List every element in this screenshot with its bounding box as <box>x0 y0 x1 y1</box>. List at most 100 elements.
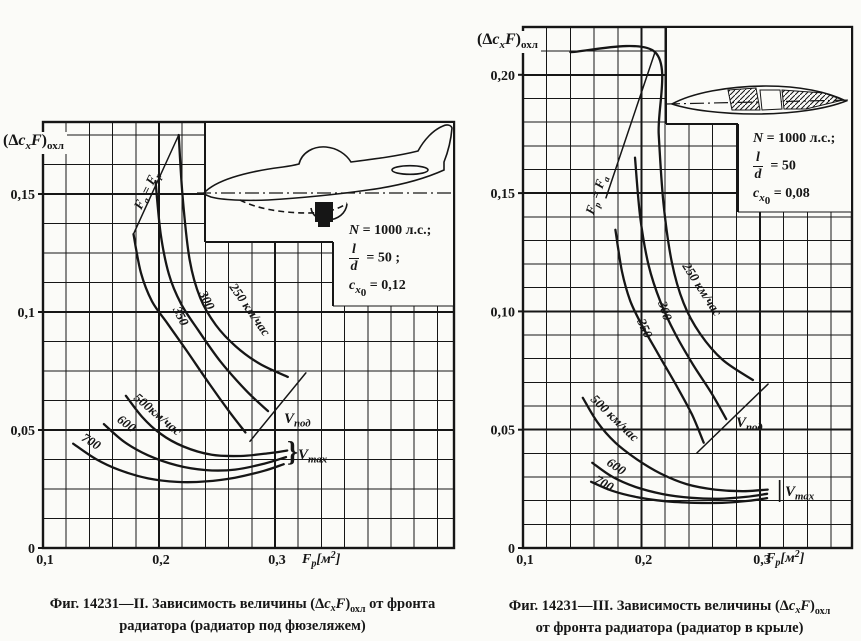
label-part: [ <box>316 552 322 567</box>
x-tick-label: 0,2 <box>635 553 653 568</box>
radiator-duct <box>759 89 783 111</box>
axis-title-close: ) <box>41 132 47 149</box>
x-axis-unit: Fp[м2] <box>765 549 805 569</box>
curve-600 км/час <box>102 422 288 472</box>
radiator-hatched-rear <box>781 89 845 110</box>
label-part: V <box>785 484 797 500</box>
curve-300 км/час <box>154 179 270 413</box>
cx0-subsub: 0 <box>764 195 771 208</box>
label-part: ] <box>799 551 805 566</box>
label-part: м <box>784 551 795 566</box>
boundary-label: Fp = Fa <box>582 173 613 219</box>
caption-formula-open: (Δ <box>774 598 789 614</box>
cx0-val: = 0,08 <box>773 186 810 202</box>
left-figure-caption: Фиг. 14231—II. Зависимость величины (Δcx… <box>25 595 460 636</box>
label-part: } <box>287 437 298 468</box>
label-part: V <box>736 415 748 431</box>
cx0-subsub: 0 <box>360 287 367 300</box>
radiator-hatched-front <box>727 87 761 111</box>
ratio-num: l <box>349 243 359 260</box>
cx0-line: cx0 = 0,12 <box>349 278 431 300</box>
x-tick-label: 0,1 <box>36 553 54 568</box>
caption-formula-sub: охл <box>350 604 366 615</box>
axis-title-csub: x <box>25 140 31 153</box>
label-part: 0,15 <box>491 187 516 202</box>
curve-600 км/час <box>591 461 769 500</box>
y-tick-label: 0 <box>508 542 515 557</box>
power-var: N <box>753 131 764 146</box>
caption-formula-close: ) <box>345 596 351 612</box>
y-tick-label: 0,05 <box>11 424 36 439</box>
caption-formula-close: ) <box>810 598 815 614</box>
wing-fairing-dashed <box>239 199 348 214</box>
left-curves-layer <box>72 133 307 484</box>
axis-title-F: F <box>30 132 42 149</box>
axis-title-close: ) <box>515 31 521 48</box>
caption-formula-sub: охл <box>814 606 831 617</box>
axis-title-open: (Δ <box>3 132 19 149</box>
curve-label-300: 300 <box>195 287 218 313</box>
label-part: p <box>774 558 780 569</box>
vmax-label: Vmax <box>298 447 328 466</box>
aircraft-side-view-inset <box>197 124 453 227</box>
caption-line-2: от фронта радиатора (радиатор в крыле) <box>535 619 804 636</box>
label-part: 250 км/час <box>226 279 274 339</box>
radiator-exit <box>318 222 330 227</box>
label-part: 0,1 <box>36 553 54 568</box>
label-part: 0,10 <box>491 305 516 320</box>
label-part: 0 <box>508 542 515 557</box>
label-part: [ <box>780 551 786 566</box>
label-part: 0,1 <box>516 553 534 568</box>
cx0-val: = 0,12 <box>369 278 406 294</box>
caption-line-1: Фиг. 14231—II. Зависимость величины (Δcx… <box>25 595 460 617</box>
power-val: = 1000 л.с.; <box>362 223 432 238</box>
caption-formula-x: x <box>795 605 801 616</box>
curve-250 км/час <box>177 133 289 379</box>
y-tick-label: 0,15 <box>491 187 516 202</box>
curve-label-350: 350 <box>169 303 192 329</box>
curve-700 км/час <box>72 442 285 484</box>
label-part: м <box>320 552 331 567</box>
label-part: | <box>777 477 782 503</box>
label-part: 0,3 <box>753 553 771 568</box>
axis-title-c: c <box>18 132 26 149</box>
label-part: 0,05 <box>491 424 516 439</box>
axis-title-open: (Δ <box>477 31 493 48</box>
cx0-sub: x <box>759 191 765 204</box>
ratio-val: = 50 ; <box>366 250 401 266</box>
curve-500 км/час <box>581 396 769 493</box>
curve-Vпод locus <box>249 372 307 443</box>
curve-Fp=Fa boundary <box>605 51 656 199</box>
right-grid-layer <box>521 25 854 550</box>
axis-title-sub: охл <box>520 39 538 52</box>
power-var: N <box>349 223 360 238</box>
curve-250 км/час <box>569 44 755 382</box>
x-axis-unit: Fp[м2] <box>301 550 341 570</box>
y-tick-label: 0,20 <box>491 69 516 84</box>
label-part: 350 <box>634 315 656 340</box>
y-tick-label: 0,10 <box>491 305 516 320</box>
power-line: N = 1000 л.с.; <box>349 223 431 239</box>
label-part: 0,1 <box>18 306 36 321</box>
curve-Vпод locus <box>696 383 769 454</box>
label-part: 0,2 <box>635 553 653 568</box>
ratio-num: l <box>753 151 763 168</box>
wing-profile-outline <box>670 85 848 115</box>
label-part: V <box>284 411 296 427</box>
caption-formula-F: F <box>335 596 346 612</box>
power-val: = 1000 л.с.; <box>766 131 836 146</box>
chart-frame <box>41 120 456 550</box>
caption-line-2: радиатора (радиатор под фюзеляжем) <box>119 617 366 634</box>
chart-frame <box>521 25 854 550</box>
label-part: p <box>593 201 604 210</box>
label-part: a <box>602 175 613 183</box>
radiator-block <box>315 202 333 222</box>
caption-line-1: Фиг. 14231—III. Зависимость величины (Δc… <box>482 597 857 619</box>
right-curves-layer <box>569 44 769 505</box>
curve-500 км/час <box>124 394 289 458</box>
curve-label-300: 300 <box>655 298 676 323</box>
